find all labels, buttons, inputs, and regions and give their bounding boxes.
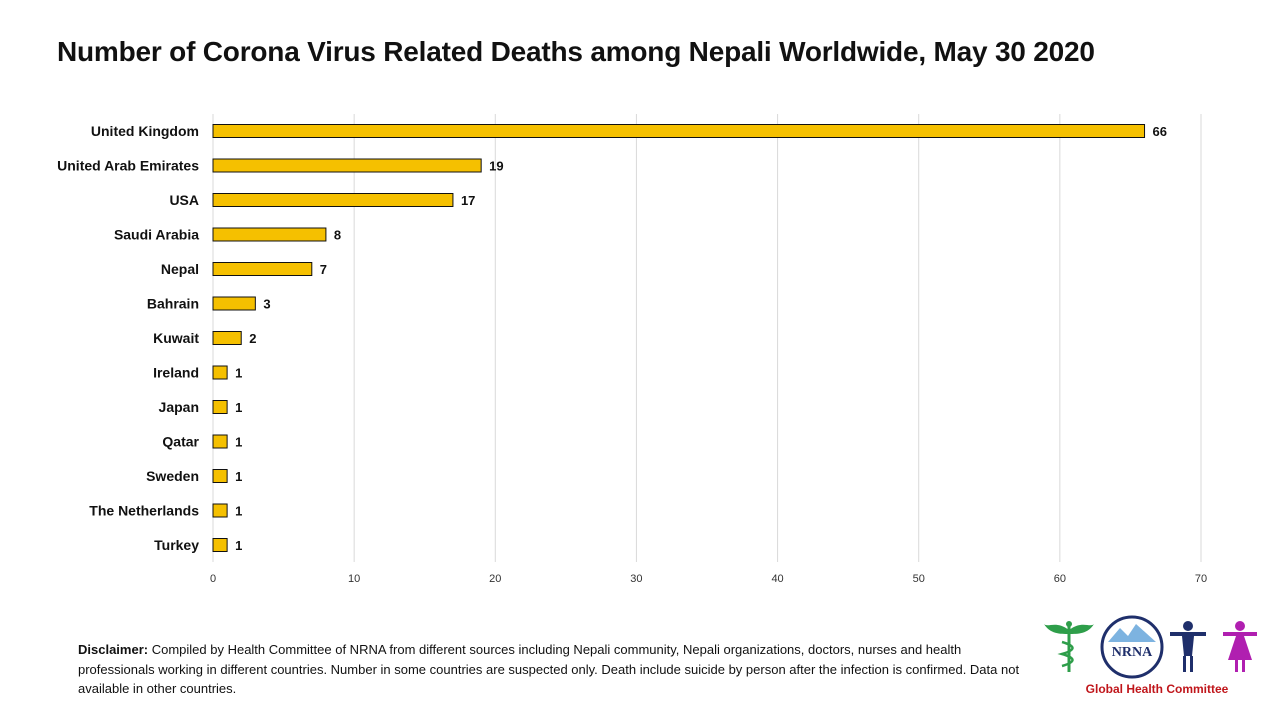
data-label: 19 [489, 159, 503, 174]
category-label: The Netherlands [89, 503, 199, 519]
data-label: 3 [263, 297, 270, 312]
woman-figure-icon [1223, 621, 1257, 672]
category-label: Kuwait [153, 330, 199, 346]
bar [212, 124, 1146, 138]
x-tick-label: 60 [1054, 573, 1066, 585]
category-label: Sweden [146, 468, 199, 484]
data-label: 66 [1153, 124, 1167, 139]
data-label: 1 [235, 504, 242, 519]
data-label: 1 [235, 400, 242, 415]
category-label: Turkey [154, 537, 199, 553]
nrna-emblem: NRNA [1100, 615, 1164, 679]
data-label: 1 [235, 469, 242, 484]
category-label: Japan [159, 399, 199, 415]
caduceus-icon [1044, 621, 1094, 672]
data-label: 1 [235, 538, 242, 553]
bar [212, 538, 228, 552]
bar-chart: 0 10 20 30 40 50 60 70 United Kingdom 66 United Ar… [57, 114, 1207, 585]
x-tick-label: 50 [913, 573, 925, 585]
bar [212, 262, 313, 276]
disclaimer: Disclaimer: Compiled by Health Committee… [78, 640, 1023, 699]
bar [212, 503, 228, 518]
bar [212, 469, 228, 483]
bar [212, 296, 256, 311]
logo-caption: Global Health Committee [1085, 682, 1229, 696]
category-label: Qatar [162, 434, 199, 450]
x-tick-label: 30 [630, 573, 642, 585]
data-label: 17 [461, 193, 475, 208]
disclaimer-text: Compiled by Health Committee of NRNA fro… [78, 642, 1020, 696]
category-label: USA [169, 192, 199, 208]
bar [212, 434, 228, 449]
bar [212, 158, 482, 173]
x-tick-label: 70 [1195, 573, 1207, 585]
category-label: Ireland [153, 365, 199, 381]
logo-name: NRNA [1112, 645, 1153, 660]
disclaimer-label: Disclaimer: [78, 642, 149, 657]
data-label: 2 [249, 331, 256, 346]
person-figure-icon [1170, 621, 1206, 672]
data-label: 1 [235, 435, 242, 450]
x-tick-label: 40 [771, 573, 783, 585]
bar [212, 193, 454, 207]
data-label: 7 [320, 262, 327, 277]
nrna-logo: NRNA [1044, 615, 1257, 679]
category-label: United Kingdom [91, 123, 199, 139]
bar [212, 365, 228, 380]
bar [212, 227, 327, 242]
data-label: 1 [235, 366, 242, 381]
x-tick-label: 0 [210, 573, 216, 585]
bar [212, 331, 242, 345]
x-tick-label: 20 [489, 573, 501, 585]
category-label: Bahrain [147, 296, 199, 312]
chart-title: Number of Corona Virus Related Deaths am… [57, 36, 1095, 67]
bar [212, 400, 228, 414]
category-label: United Arab Emirates [57, 158, 199, 174]
category-label: Saudi Arabia [114, 227, 199, 243]
x-tick-label: 10 [348, 573, 360, 585]
category-label: Nepal [161, 261, 199, 277]
data-label: 8 [334, 228, 341, 243]
